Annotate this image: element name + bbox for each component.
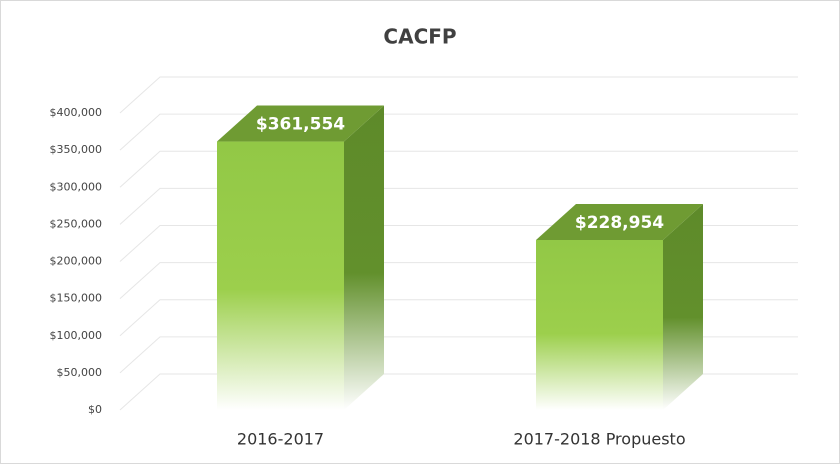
- y-tick-label: $350,000: [50, 143, 103, 156]
- grid-line: [119, 187, 798, 225]
- y-tick-label: $250,000: [50, 217, 103, 230]
- y-tick-label: $400,000: [50, 106, 103, 119]
- chart-title: CACFP: [383, 25, 456, 49]
- x-tick-label: 2017-2018 Propuesto: [513, 430, 685, 449]
- y-tick-label: $200,000: [50, 255, 103, 268]
- bar-front: [536, 240, 663, 410]
- grid-line: [119, 150, 798, 188]
- y-tick-label: $150,000: [50, 292, 103, 305]
- y-tick-label: $100,000: [50, 329, 103, 342]
- grid-line: [119, 113, 798, 151]
- y-tick-label: $50,000: [57, 366, 103, 379]
- y-tick-label: $300,000: [50, 180, 103, 193]
- value-label: $228,954: [575, 213, 664, 233]
- bar-front: [217, 141, 344, 411]
- grid-line: [119, 76, 798, 114]
- y-tick-label: $0: [88, 403, 102, 416]
- bar-top: [217, 105, 384, 142]
- bar-side: [344, 105, 384, 411]
- bar-side: [663, 204, 703, 410]
- bar-top: [536, 204, 703, 241]
- x-tick-label: 2016-2017: [237, 430, 324, 449]
- value-label: $361,554: [256, 115, 345, 135]
